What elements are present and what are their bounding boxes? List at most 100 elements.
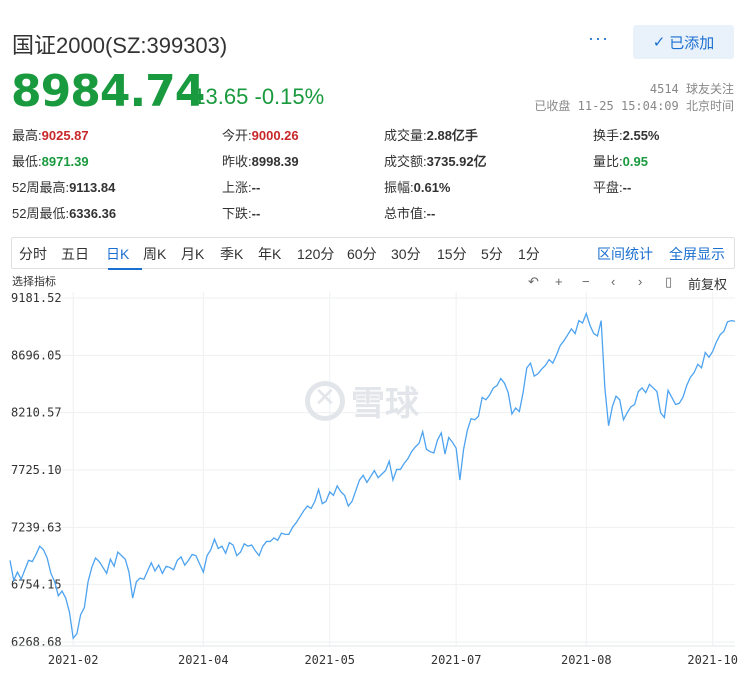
stat-label: 今开:	[222, 128, 252, 143]
stat-value: 0.95	[622, 154, 648, 169]
stat-label: 52周最低:	[12, 206, 70, 221]
period-tabs: 分时 五日 日K 周K 月K 季K 年K 120分 60分 30分 15分 5分…	[11, 237, 735, 270]
tab-weekly-k[interactable]: 周K	[143, 246, 167, 262]
tab-30min[interactable]: 30分	[391, 246, 421, 262]
y-axis: 9181.52 8696.05 8210.57 7725.10 7239.63 6754.…	[11, 291, 62, 649]
stat-value: --	[622, 180, 632, 195]
watermark-text: 雪球	[351, 385, 419, 423]
stat-label: 平盘:	[593, 180, 623, 195]
stat-label: 振幅:	[384, 180, 414, 195]
tab-five-day[interactable]: 五日	[61, 246, 89, 262]
stat-up: 上涨:--	[222, 177, 260, 196]
more-button[interactable]: ···	[588, 28, 609, 48]
stat-label: 昨收:	[222, 154, 252, 169]
y-tick-label: 6268.68	[11, 635, 62, 649]
zoom-in-icon[interactable]: +	[555, 274, 563, 289]
stat-prev-close: 昨收:8998.39	[222, 151, 299, 170]
market-status: 已收盘 11-25 15:04:09 北京时间	[534, 99, 734, 113]
fullscreen-link[interactable]: 全屏显示	[669, 246, 725, 262]
tab-5min[interactable]: 5分	[481, 246, 503, 262]
tab-1min[interactable]: 1分	[518, 246, 540, 262]
stat-amplitude: 振幅:0.61%	[384, 177, 451, 196]
stat-volume-ratio: 量比:0.95	[593, 151, 648, 170]
price-adjust-toggle[interactable]: 前复权	[688, 277, 728, 292]
stats-panel: 最高:9025.87 今开:9000.26 成交量:2.88亿手 换手:2.55…	[12, 125, 752, 225]
scroll-left-icon[interactable]: ‹	[611, 274, 616, 289]
stat-label: 下跌:	[222, 206, 252, 221]
stat-value: 6336.36	[69, 206, 117, 221]
range-stats-link[interactable]: 区间统计	[597, 246, 653, 262]
xueqiu-logo-icon	[305, 380, 345, 421]
tab-120min[interactable]: 120分	[297, 246, 335, 262]
stat-high: 最高:9025.87	[12, 125, 89, 144]
stat-value: 8998.39	[251, 154, 299, 169]
x-tick-label: 2021-04	[178, 653, 229, 667]
x-tick-label: 2021-02	[48, 653, 99, 667]
stat-value: 3735.92亿	[426, 154, 487, 169]
tab-60min[interactable]: 60分	[347, 246, 377, 262]
stat-52w-low: 52周最低:6336.36	[12, 203, 116, 222]
tab-daily-k[interactable]: 日K	[106, 246, 130, 262]
stat-amount: 成交额:3735.92亿	[384, 151, 487, 170]
y-tick-label: 7239.63	[11, 520, 62, 534]
y-tick-label: 6754.15	[11, 578, 62, 592]
tab-minute[interactable]: 分时	[19, 246, 47, 262]
y-tick-label: 8210.57	[11, 406, 62, 420]
y-tick-label: 8696.05	[11, 348, 62, 362]
y-tick-label: 9181.52	[11, 291, 62, 305]
tab-yearly-k[interactable]: 年K	[258, 246, 282, 262]
stat-label: 总市值:	[384, 206, 427, 221]
stat-label: 成交量:	[384, 128, 427, 143]
price-line	[9, 311, 736, 640]
stat-label: 最低:	[12, 154, 42, 169]
stat-value: 9000.26	[251, 128, 299, 143]
stat-turnover: 换手:2.55%	[593, 125, 660, 144]
stat-market-cap: 总市值:--	[384, 203, 435, 222]
page-title: 国证2000(SZ:399303)	[12, 33, 228, 58]
price-chart[interactable]: 9181.52 8696.05 8210.57 7725.10 7239.63 6754.…	[0, 286, 756, 682]
added-label: 已添加	[669, 34, 715, 52]
x-tick-label: 2021-07	[431, 653, 482, 667]
zoom-out-icon[interactable]: −	[582, 274, 590, 289]
stat-value: 9025.87	[41, 128, 89, 143]
stat-label: 52周最高:	[12, 180, 70, 195]
followers-count[interactable]: 4514 球友关注	[649, 82, 734, 96]
check-icon: ✓	[652, 34, 666, 51]
added-button[interactable]: ✓ 已添加	[633, 25, 734, 59]
x-tick-label: 2021-08	[561, 653, 612, 667]
stat-down: 下跌:--	[222, 203, 260, 222]
stat-value: --	[426, 206, 436, 221]
x-tick-label: 2021-05	[304, 653, 355, 667]
stat-value: 2.55%	[622, 128, 660, 143]
stat-value: 8971.39	[41, 154, 89, 169]
stat-label: 上涨:	[222, 180, 252, 195]
stat-label: 换手:	[593, 128, 623, 143]
current-price: 8984.74	[11, 66, 205, 117]
stat-low: 最低:8971.39	[12, 151, 89, 170]
chart-grid	[10, 292, 735, 646]
scroll-right-icon[interactable]: ›	[638, 274, 643, 289]
select-indicator[interactable]: 选择指标	[12, 276, 56, 288]
stat-value: 2.88亿手	[426, 128, 478, 143]
candlestick-icon[interactable]: ▯	[665, 274, 673, 289]
stat-label: 成交额:	[384, 154, 427, 169]
stat-volume: 成交量:2.88亿手	[384, 125, 478, 144]
xueqiu-watermark: 雪球	[305, 376, 419, 425]
x-tick-label: 2021-10	[687, 653, 738, 667]
undo-icon[interactable]: ↶	[528, 274, 539, 289]
tab-quarterly-k[interactable]: 季K	[220, 246, 244, 262]
stat-value: --	[251, 180, 261, 195]
stat-value: 9113.84	[69, 180, 116, 195]
stat-value: 0.61%	[413, 180, 451, 195]
stat-52w-high: 52周最高:9113.84	[12, 177, 115, 196]
stat-label: 最高:	[12, 128, 42, 143]
stat-open: 今开:9000.26	[222, 125, 299, 144]
active-tab-underline	[108, 268, 142, 270]
stat-flat: 平盘:--	[593, 177, 631, 196]
price-change: -13.65 -0.15%	[186, 84, 325, 109]
tab-15min[interactable]: 15分	[437, 246, 467, 262]
stat-label: 量比:	[593, 154, 623, 169]
tab-monthly-k[interactable]: 月K	[181, 246, 205, 262]
y-tick-label: 7725.10	[11, 463, 62, 477]
x-axis: 2021-02 2021-04 2021-05 2021-07 2021-08 2021-…	[10, 645, 738, 667]
